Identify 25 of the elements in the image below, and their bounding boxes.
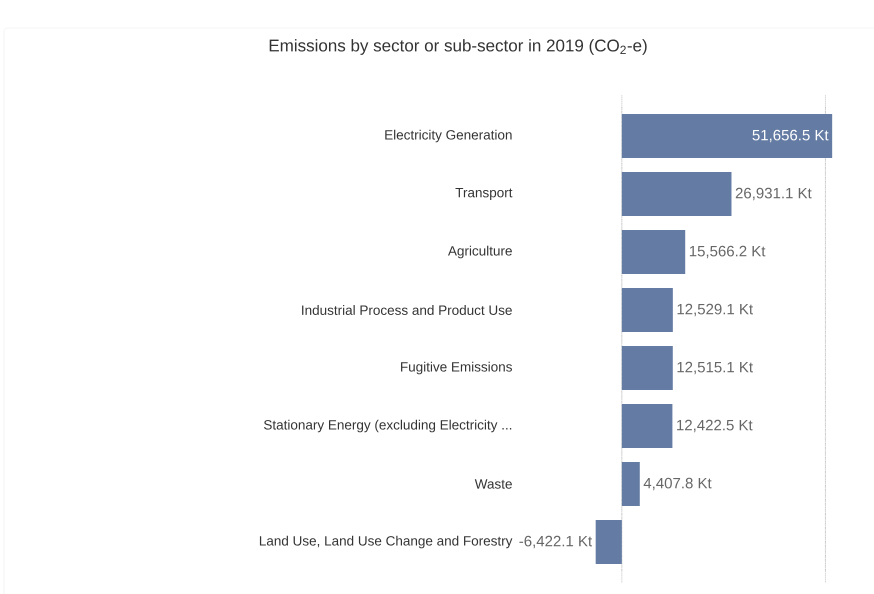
data-label: 12,515.1 Kt — [677, 362, 753, 374]
bar — [622, 288, 673, 332]
y-tick-label: Land Use, Land Use Change and Forestry — [260, 536, 512, 548]
bar — [596, 520, 622, 564]
text: Emissions by sector or sub-sector in 2019 (CO$_{2}$-e) — [270, 39, 647, 55]
bar — [622, 462, 640, 506]
bar — [622, 346, 673, 390]
data-label: 26,931.1 Kt — [736, 188, 812, 200]
data-label: -6,422.1 Kt — [519, 536, 592, 548]
y-tick-label: Fugitive Emissions — [401, 362, 512, 374]
data-label: 12,529.1 Kt — [678, 304, 753, 316]
bar — [622, 172, 732, 216]
data-label: 4,407.8 Kt — [644, 478, 712, 490]
data-label: 12,422.5 Kt — [677, 420, 753, 432]
y-tick-label: Stationary Energy (excluding Electricity ... — [264, 420, 512, 432]
y-tick-label: Industrial Process and Product Use — [302, 305, 512, 315]
bar — [622, 230, 686, 274]
data-label: 15,566.2 Kt — [690, 246, 766, 258]
y-tick-label: Transport — [456, 188, 512, 200]
y-tick-label: Agriculture — [448, 246, 512, 258]
bar — [622, 404, 672, 448]
bar — [622, 114, 832, 158]
y-tick-label: Waste — [474, 479, 512, 489]
y-tick-label: Electricity Generation — [385, 130, 512, 142]
data-label: 51,656.5 Kt — [752, 130, 829, 142]
